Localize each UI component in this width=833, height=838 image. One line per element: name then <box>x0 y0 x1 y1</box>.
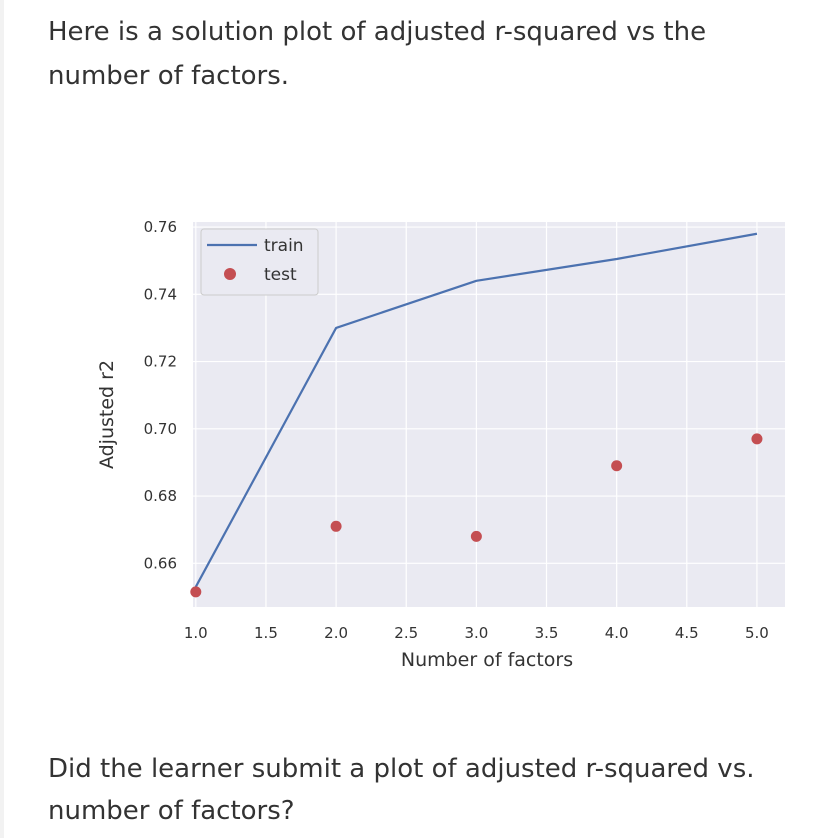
x-tick-label: 2.0 <box>324 624 348 642</box>
x-tick-label: 3.5 <box>535 624 559 642</box>
y-tick-label: 0.76 <box>144 218 177 236</box>
x-tick-label: 4.5 <box>675 624 699 642</box>
question-paragraph: Did the learner submit a plot of adjuste… <box>48 754 755 826</box>
x-tick-label: 2.5 <box>394 624 418 642</box>
legend-marker-swatch <box>224 268 236 280</box>
y-axis-label: Adjusted r2 <box>96 360 118 469</box>
test-point <box>190 586 202 598</box>
train-line <box>194 232 758 588</box>
y-tick-label: 0.68 <box>144 487 177 505</box>
x-tick-label: 5.0 <box>745 624 769 642</box>
test-point <box>330 520 342 532</box>
y-tick-label: 0.74 <box>144 285 177 303</box>
intro-paragraph: Here is a solution plot of adjusted r-sq… <box>48 17 707 91</box>
test-point <box>751 433 763 445</box>
legend-entry-label: test <box>264 265 297 285</box>
test-point <box>611 460 623 472</box>
x-tick-label: 3.0 <box>464 624 488 642</box>
y-tick-label: 0.72 <box>144 353 177 371</box>
x-tick-label: 1.5 <box>254 624 278 642</box>
y-tick-label: 0.70 <box>144 420 177 438</box>
x-axis-label: Number of factors <box>401 649 573 671</box>
x-tick-label: 1.0 <box>184 624 208 642</box>
legend-entry-label: train <box>264 236 304 256</box>
content-left-border <box>0 0 4 838</box>
test-point <box>470 530 482 542</box>
x-tick-label: 4.0 <box>605 624 629 642</box>
y-tick-label: 0.66 <box>144 554 177 572</box>
